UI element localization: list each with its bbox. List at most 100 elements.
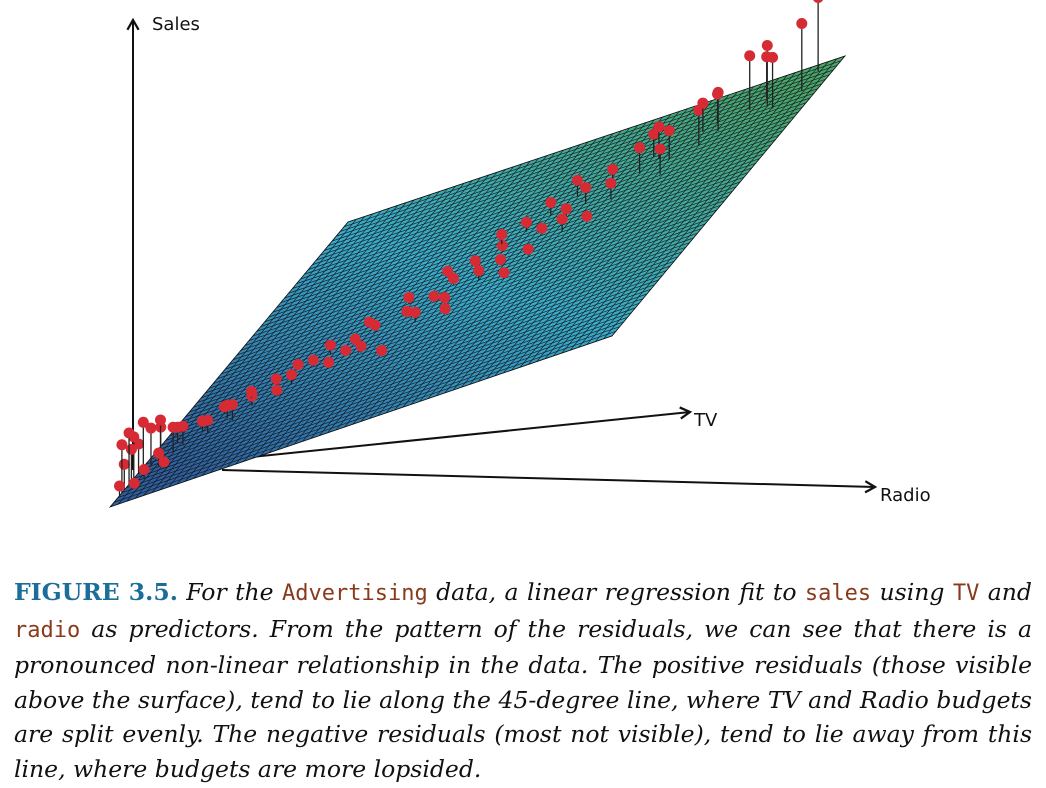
- caption-text: as predictors. From the pattern of the r…: [14, 614, 1032, 783]
- mesh-line-tv: [343, 60, 842, 228]
- figure-number: FIGURE 3.5.: [14, 578, 178, 606]
- data-point-above: [226, 399, 238, 411]
- data-point-above: [653, 121, 665, 133]
- mesh-line-radio: [594, 61, 829, 342]
- code-sales: sales: [804, 581, 872, 606]
- data-point-above: [498, 267, 510, 279]
- data-point-above: [634, 142, 646, 154]
- data-point-above: [556, 213, 568, 225]
- data-point-above: [118, 458, 130, 470]
- mesh-line-radio: [561, 72, 796, 354]
- mesh-line-radio: [536, 80, 771, 362]
- data-point-above: [363, 316, 375, 328]
- data-point-above: [580, 182, 592, 194]
- mesh-line-tv: [335, 69, 834, 237]
- data-point-above: [116, 439, 128, 451]
- data-point-above: [324, 339, 336, 351]
- data-point-above: [761, 51, 773, 63]
- data-point-above: [663, 125, 675, 137]
- code-advertising: Advertising: [282, 581, 428, 606]
- code-tv: TV: [952, 581, 980, 606]
- mesh-line-tv: [347, 56, 845, 223]
- data-point-above: [496, 228, 508, 240]
- data-point-above: [307, 354, 319, 366]
- data-point-above: [545, 197, 557, 209]
- data-point-above: [813, 0, 823, 3]
- data-point-above: [712, 88, 724, 100]
- mesh-line-tv: [339, 65, 838, 232]
- data-point-above: [123, 427, 135, 439]
- regression-3d-plot: Sales TV Radio: [108, 0, 931, 508]
- data-point-above: [271, 384, 283, 396]
- data-point-above: [473, 265, 485, 277]
- data-point-above: [697, 97, 709, 109]
- data-point-above: [605, 177, 617, 189]
- data-point-above: [607, 163, 619, 175]
- data-point-above: [323, 356, 335, 368]
- data-point-above: [128, 477, 140, 489]
- data-point-above: [796, 17, 808, 29]
- data-point-above: [125, 443, 137, 455]
- mesh-line-radio: [569, 69, 804, 351]
- mesh-line-tv: [332, 74, 830, 242]
- data-point-above: [153, 447, 165, 459]
- data-point-above: [245, 385, 257, 397]
- data-point-above: [744, 50, 756, 62]
- mesh-line-radio: [544, 77, 780, 360]
- data-point-above: [137, 416, 149, 428]
- data-point-above: [439, 292, 451, 304]
- data-point-above: [114, 480, 126, 492]
- tv-axis: [221, 406, 693, 461]
- data-point-above: [138, 463, 150, 475]
- data-point-above: [167, 421, 179, 433]
- data-point-above: [403, 291, 415, 303]
- positive-residuals: [114, 0, 823, 496]
- data-point-above: [154, 414, 166, 426]
- caption-text: data, a linear regression fit to: [427, 578, 805, 606]
- data-point-above: [196, 415, 208, 427]
- data-point-above: [536, 222, 548, 234]
- mesh-line-tv: [324, 83, 822, 251]
- mesh-line-tv: [320, 88, 818, 256]
- code-radio: radio: [14, 617, 81, 643]
- data-point-above: [522, 243, 534, 255]
- data-point-above: [496, 240, 508, 252]
- radio-axis: [221, 469, 878, 494]
- mesh-line-tv: [312, 97, 811, 266]
- data-point-above: [428, 290, 440, 302]
- mesh-line-radio: [553, 75, 788, 357]
- data-point-above: [469, 255, 481, 267]
- caption-text: and: [979, 578, 1032, 606]
- data-point-above: [442, 265, 454, 277]
- data-point-above: [401, 305, 413, 317]
- caption-text: using: [871, 578, 953, 606]
- mesh-line-radio: [578, 66, 813, 348]
- data-point-above: [409, 306, 421, 318]
- sales-axis-label: Sales: [152, 14, 200, 35]
- plane-mesh: [110, 56, 845, 507]
- data-point-above: [376, 345, 388, 356]
- data-point-above: [761, 39, 773, 51]
- data-point-above: [560, 203, 572, 215]
- data-point-above: [286, 369, 298, 381]
- data-point-above: [145, 422, 157, 434]
- mesh-line-tv: [316, 93, 815, 261]
- data-point-above: [439, 303, 451, 315]
- data-point-above: [581, 210, 593, 222]
- data-point-above: [270, 373, 282, 385]
- data-point-above: [292, 359, 304, 371]
- data-point-above: [571, 174, 583, 186]
- mesh-line-radio: [586, 64, 821, 345]
- data-point-above: [340, 344, 352, 356]
- data-point-above: [158, 456, 170, 468]
- data-point-above: [355, 340, 367, 352]
- radio-axis-label: Radio: [880, 485, 931, 506]
- regression-plane: [108, 55, 847, 508]
- mesh-line-radio: [528, 83, 763, 365]
- mesh-line-tv: [328, 79, 826, 247]
- data-point-above: [520, 216, 532, 228]
- mesh-line-radio: [603, 58, 837, 340]
- tv-axis-label: TV: [693, 410, 718, 431]
- data-point-above: [495, 254, 507, 266]
- figure-caption: FIGURE 3.5. For the Advertising data, a …: [14, 575, 1032, 786]
